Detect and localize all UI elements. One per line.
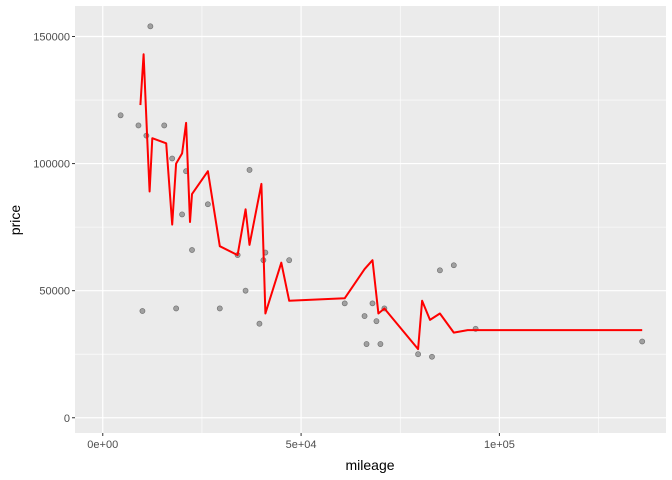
data-point — [341, 300, 348, 307]
data-point — [173, 305, 180, 312]
major-gridlines — [75, 6, 666, 433]
data-point — [246, 167, 253, 173]
data-point — [363, 341, 370, 347]
data-point — [161, 122, 168, 129]
data-point — [204, 201, 211, 208]
data-point — [256, 320, 263, 327]
data-point — [450, 262, 457, 269]
data-point — [135, 122, 142, 129]
data-point — [369, 300, 376, 307]
data-point — [437, 267, 443, 274]
x-tick-label: 5e+04 — [286, 439, 317, 451]
data-point — [377, 341, 384, 347]
data-point — [179, 211, 185, 218]
panel-background — [75, 6, 666, 433]
y-tick-label: 150000 — [33, 32, 70, 44]
minor-gridlines — [75, 6, 666, 433]
data-point — [169, 155, 176, 162]
data-point — [286, 257, 293, 264]
data-point — [415, 351, 421, 358]
data-point — [639, 338, 646, 345]
data-point — [429, 353, 435, 360]
trend-line — [139, 53, 643, 351]
data-point — [147, 23, 154, 30]
data-point — [361, 313, 368, 319]
x-tick-label: 0e+00 — [87, 439, 118, 451]
y-axis-title: price — [7, 205, 23, 236]
y-tick-label: 0 — [64, 413, 70, 425]
data-point — [216, 305, 223, 312]
x-axis-ticks: 0e+00 5e+04 1e+05 — [87, 433, 515, 451]
data-point — [189, 247, 195, 253]
x-tick-label: 1e+05 — [484, 439, 515, 451]
x-axis-title: mileage — [345, 457, 394, 473]
y-tick-label: 50000 — [39, 286, 70, 298]
data-point — [373, 318, 380, 325]
y-axis-ticks: 0 50000 100000 150000 — [33, 32, 75, 425]
data-point — [117, 112, 124, 119]
data-point — [242, 287, 249, 294]
y-tick-label: 100000 — [33, 159, 70, 171]
data-point — [139, 308, 146, 314]
